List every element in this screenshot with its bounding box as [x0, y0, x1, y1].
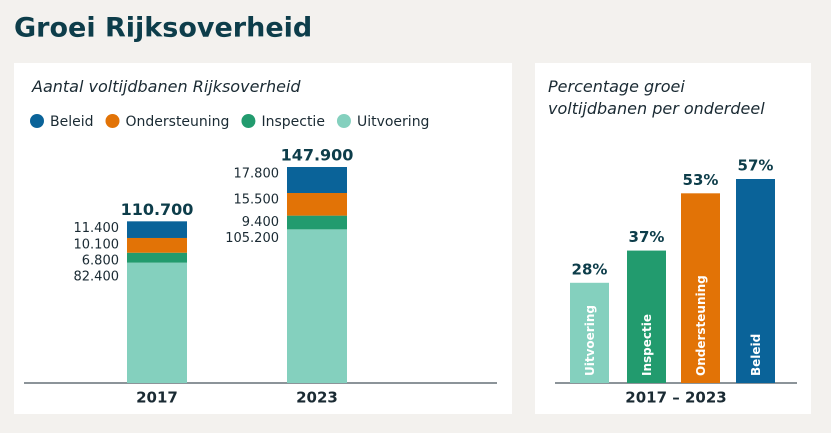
total-label: 147.900: [281, 146, 354, 165]
x-tick-label: 2023: [296, 389, 338, 407]
page-title: Groei Rijksoverheid: [14, 13, 312, 44]
bar-segment: [127, 221, 187, 238]
x-tick-label: 2017: [136, 389, 178, 407]
bar-label: Uitvoering: [583, 305, 597, 376]
legend-label: Beleid: [50, 114, 94, 130]
bar-label: Inspectie: [640, 314, 654, 376]
bar-segment: [287, 167, 347, 193]
value-label: 37%: [629, 228, 665, 246]
value-label: 10.100: [74, 237, 120, 252]
bar-label: Beleid: [749, 334, 763, 376]
bar-label: Ondersteuning: [694, 275, 708, 376]
value-label: 11.400: [74, 221, 120, 236]
bar: [627, 250, 666, 383]
bar-segment: [127, 252, 187, 263]
bar-segment: [287, 229, 347, 383]
value-label: 9.400: [242, 215, 279, 230]
chart-title: Aantal voltijdbanen Rijksoverheid: [32, 77, 301, 96]
bar: [736, 179, 775, 383]
chart-title: Percentage groei voltijdbanen per onderd…: [548, 77, 765, 118]
legend-swatch: [105, 114, 120, 128]
bar: [570, 282, 609, 383]
value-label: 105.200: [225, 231, 279, 246]
total-label: 110.700: [121, 200, 194, 219]
bar-segment: [287, 215, 347, 230]
legend-swatch: [336, 114, 351, 128]
legend-swatch: [30, 114, 44, 128]
value-label: 57%: [738, 157, 774, 175]
bar: [681, 193, 720, 383]
legend-swatch: [241, 114, 256, 128]
x-axis-label: 2017 – 2023: [625, 389, 726, 407]
legend-label: Uitvoering: [357, 114, 430, 130]
value-label: 15.500: [234, 192, 280, 207]
value-label: 53%: [683, 171, 719, 189]
value-label: 82.400: [74, 269, 120, 284]
bar-segment: [127, 237, 187, 253]
bar-segment: [287, 192, 347, 216]
legend-label: Inspectie: [261, 114, 325, 130]
value-label: 6.800: [82, 253, 119, 268]
legend-label: Ondersteuning: [126, 114, 230, 130]
panel: [14, 63, 512, 414]
value-label: 28%: [572, 260, 608, 278]
bar-segment: [127, 262, 187, 383]
value-label: 17.800: [234, 167, 280, 182]
